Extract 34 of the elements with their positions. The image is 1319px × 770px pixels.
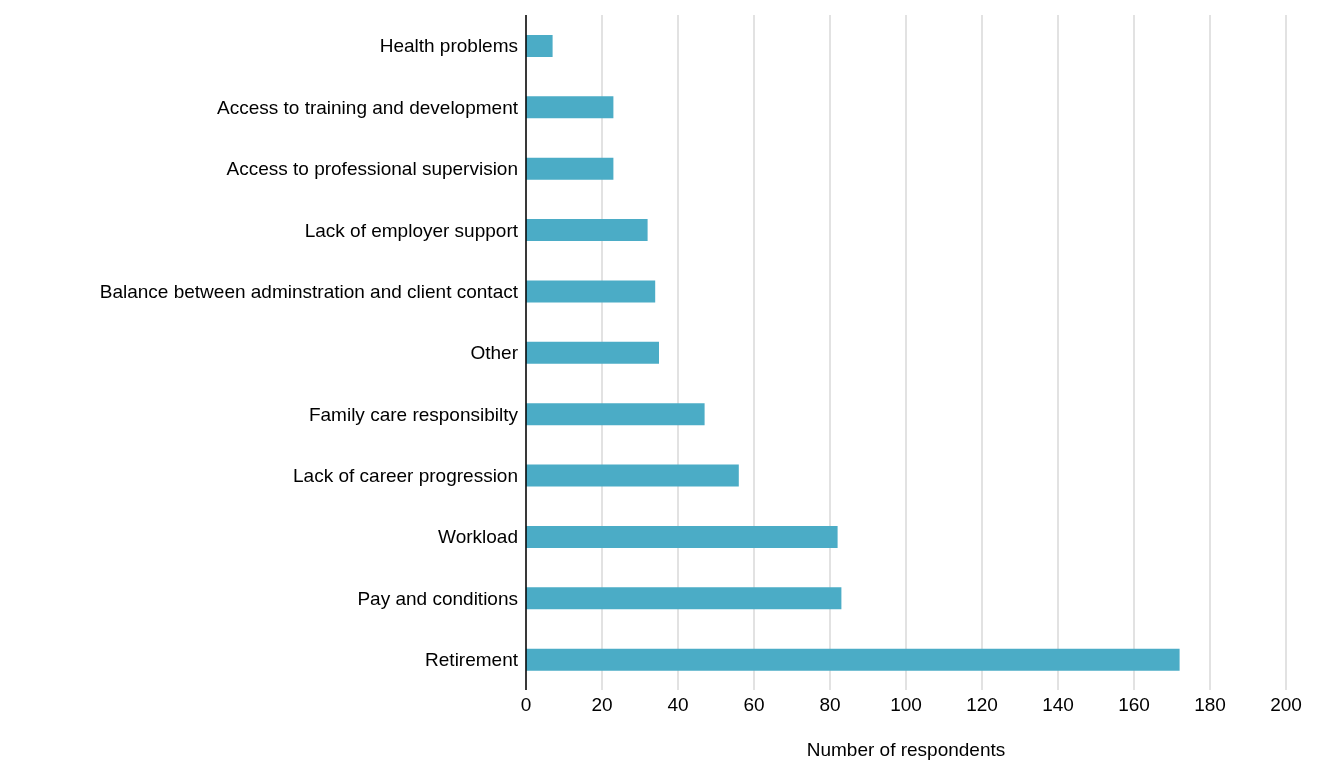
x-tick-label: 200 <box>1270 694 1302 716</box>
bar <box>526 35 553 57</box>
y-tick-label: Retirement <box>425 649 519 671</box>
bar <box>526 648 1180 671</box>
x-tick-label: 160 <box>1118 694 1150 716</box>
y-tick-label: Health problems <box>379 35 518 57</box>
x-tick-label: 80 <box>819 694 841 716</box>
y-tick-label: Workload <box>438 526 518 548</box>
bar <box>526 219 648 242</box>
x-tick-label: 20 <box>591 694 613 716</box>
bar <box>526 403 705 426</box>
x-tick-label: 140 <box>1042 694 1074 716</box>
y-tick-label: Access to professional supervision <box>226 158 518 180</box>
y-tick-label: Balance between adminstration and client contact <box>99 280 519 302</box>
y-tick-label: Access to training and development <box>216 96 519 118</box>
x-axis-title: Number of respondents <box>806 739 1006 760</box>
x-tick-label: 100 <box>890 694 922 716</box>
bar <box>526 96 614 119</box>
bar <box>526 157 614 180</box>
y-tick-label: Lack of career progression <box>293 464 518 486</box>
bar <box>526 341 659 364</box>
x-tick-label: 40 <box>667 694 689 716</box>
x-tick-label: 60 <box>743 694 765 716</box>
x-tick-label: 0 <box>520 694 532 716</box>
bar <box>526 525 838 548</box>
bar <box>526 464 739 487</box>
y-tick-label: Lack of employer support <box>304 219 519 241</box>
bar <box>526 280 656 303</box>
bar <box>526 587 842 610</box>
x-tick-label: 120 <box>966 694 998 716</box>
x-tick-label: 180 <box>1194 694 1226 716</box>
y-tick-label: Pay and conditions <box>357 587 518 609</box>
y-tick-label: Other <box>470 342 519 364</box>
y-tick-label: Family care responsibilty <box>308 403 519 425</box>
